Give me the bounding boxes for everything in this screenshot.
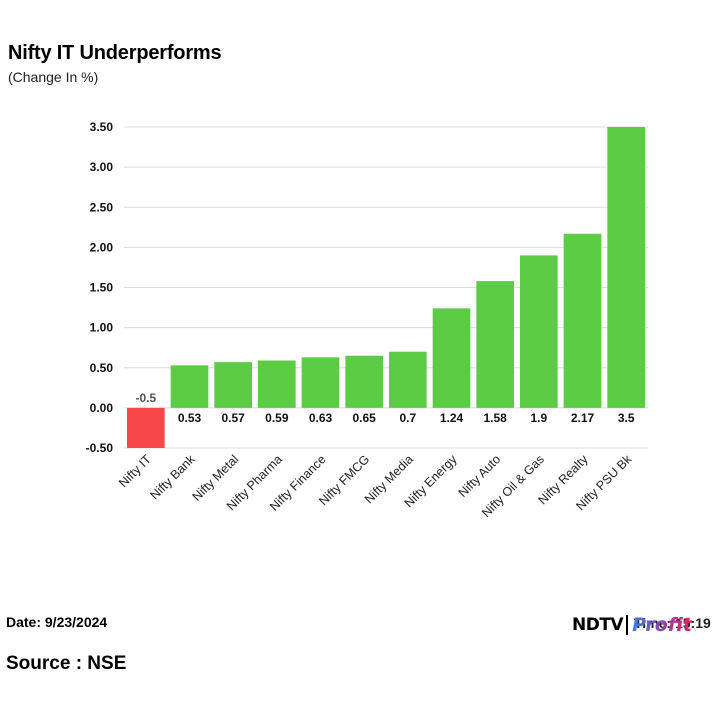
data-label: 1.58 bbox=[483, 411, 507, 425]
data-label: 0.63 bbox=[309, 411, 333, 425]
bar bbox=[607, 127, 645, 408]
y-tick-label: 1.00 bbox=[90, 321, 114, 335]
data-label: -0.5 bbox=[135, 391, 156, 405]
y-tick-label: 2.50 bbox=[90, 200, 114, 214]
bar bbox=[476, 281, 514, 408]
data-label: 1.9 bbox=[530, 411, 547, 425]
y-tick-label: -0.50 bbox=[86, 441, 114, 455]
y-tick-label: 0.00 bbox=[90, 401, 114, 415]
bar bbox=[214, 362, 252, 408]
y-tick-label: 3.50 bbox=[90, 120, 114, 134]
bar bbox=[389, 351, 427, 408]
bar bbox=[170, 365, 209, 408]
source-label: Source : NSE bbox=[6, 653, 127, 674]
data-label: 0.65 bbox=[352, 411, 376, 425]
y-tick-label: 1.50 bbox=[90, 281, 114, 295]
category-label: Nifty IT bbox=[116, 452, 154, 490]
y-tick-label: 2.00 bbox=[90, 240, 114, 254]
time-label: Time: 15:19 bbox=[634, 615, 711, 631]
logo-product-text: Profit bbox=[632, 614, 692, 636]
data-label: 0.57 bbox=[221, 411, 245, 425]
bar bbox=[345, 355, 383, 408]
y-tick-label: 3.00 bbox=[90, 160, 114, 174]
bar bbox=[301, 357, 340, 408]
logo-divider bbox=[626, 615, 629, 635]
chart-subtitle: (Change In %) bbox=[8, 69, 99, 85]
date-label: Date: 9/23/2024 bbox=[6, 614, 108, 630]
bar-chart: 3.50 3.00 2.50 2.00 1.50 1.00 0.50 0.00 -0.50 -0.… bbox=[86, 120, 648, 520]
bar bbox=[520, 255, 558, 408]
data-label: 0.53 bbox=[178, 411, 202, 425]
logo-brand-text: NDTV bbox=[572, 615, 624, 635]
y-tick-label: 0.50 bbox=[90, 361, 114, 375]
brand-logo: NDTV Profit bbox=[572, 612, 692, 638]
bar bbox=[127, 407, 165, 448]
bar bbox=[432, 308, 471, 408]
data-label: 3.5 bbox=[618, 411, 635, 425]
data-label: 2.17 bbox=[571, 411, 595, 425]
bar bbox=[563, 233, 602, 408]
chart-title: Nifty IT Underperforms bbox=[8, 42, 222, 64]
data-label: 1.24 bbox=[440, 411, 464, 425]
data-label: 0.7 bbox=[399, 411, 416, 425]
bar bbox=[258, 360, 296, 408]
data-label: 0.59 bbox=[265, 411, 289, 425]
